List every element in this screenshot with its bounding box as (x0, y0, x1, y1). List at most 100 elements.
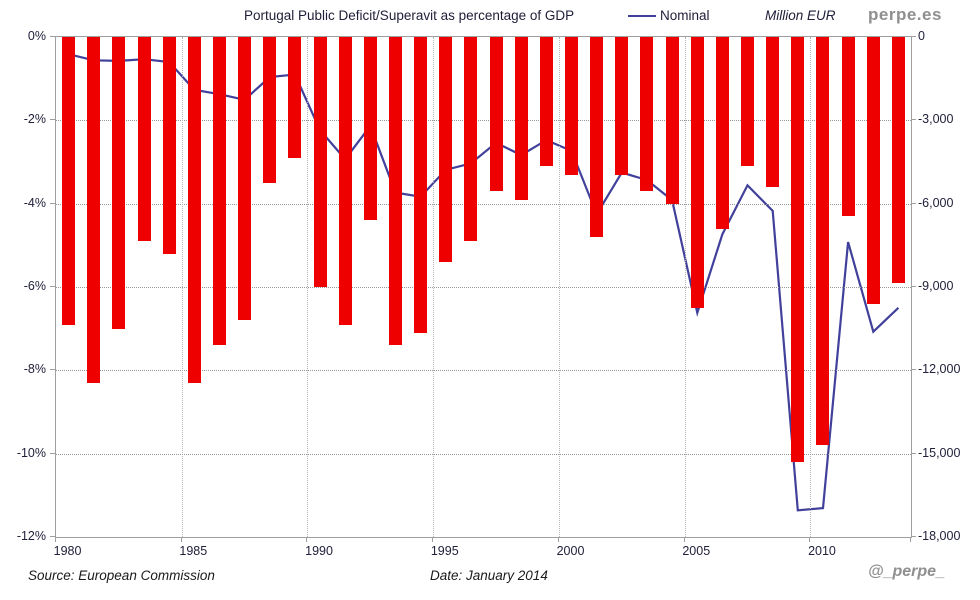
y-left-tick-label: 0% (27, 29, 46, 43)
x-tickmark (557, 537, 559, 542)
bar-2010 (816, 37, 830, 446)
y-right-tickmark (911, 36, 916, 37)
h-gridline (56, 287, 911, 288)
bar-1998 (514, 37, 528, 200)
bar-2000 (565, 37, 578, 175)
bar-2009 (791, 37, 805, 462)
y-left-tick-label: -2% (23, 112, 46, 127)
y-left-tick-label: -8% (23, 362, 46, 377)
v-gridline-1990 (307, 37, 309, 537)
y-right-tickmark (911, 536, 916, 537)
x-tickmark (809, 537, 811, 542)
y-right-tickmark (911, 202, 916, 204)
bar-2005 (690, 37, 704, 308)
bar-1985 (187, 37, 201, 383)
bar-2002 (615, 37, 629, 175)
bar-2001 (590, 37, 604, 237)
v-gridline-2000 (558, 37, 560, 537)
h-gridline (56, 203, 911, 205)
x-tick-label-1990: 1990 (305, 544, 333, 558)
bar-1993 (388, 37, 402, 346)
h-gridline (56, 453, 911, 455)
twitter-handle: @_perpe_ (868, 563, 945, 580)
bar-2011 (841, 37, 855, 217)
nominal-line (68, 53, 900, 512)
x-tick-label-2010: 2010 (808, 544, 836, 558)
brand-logo-text: perpe.es (868, 5, 942, 24)
x-tickmark (683, 537, 685, 542)
y-left-tick-label: -12% (16, 529, 46, 543)
y-right-tickmark (911, 452, 916, 454)
x-tickmark (180, 537, 182, 542)
x-tickmark (55, 537, 56, 542)
y-right-tick-label: -18,000 (918, 529, 961, 543)
bar-2013 (891, 37, 905, 283)
x-tick-label-2000: 2000 (556, 544, 585, 558)
legend-label: Nominal (660, 8, 710, 23)
v-gridline-1985 (181, 37, 183, 537)
bar-2008 (766, 37, 780, 187)
y-right-tick-label: -3,000 (918, 112, 954, 127)
bar-1992 (363, 37, 377, 221)
legend: Nominal (628, 8, 710, 23)
x-tick-label-1995: 1995 (430, 544, 459, 558)
y-left-tickmark (50, 202, 55, 204)
bar-2003 (640, 37, 654, 192)
v-gridline-2005 (684, 37, 686, 537)
x-tick-label-1980: 1980 (53, 544, 82, 558)
bar-1997 (489, 37, 503, 192)
x-tick-label-1985: 1985 (179, 544, 208, 558)
bar-1984 (162, 37, 176, 254)
plot-area (55, 36, 912, 538)
bar-1980 (62, 37, 76, 325)
y-left-tick-label: -6% (23, 279, 46, 293)
x-tickmark (306, 537, 308, 542)
bar-1994 (414, 37, 428, 333)
y-left-tickmark (50, 119, 55, 121)
v-gridline-2010 (810, 37, 812, 537)
y-right-tickmark (911, 369, 916, 371)
date-note: Date: January 2014 (430, 568, 548, 583)
bar-2007 (741, 37, 755, 167)
legend-line-icon (628, 14, 656, 17)
y-right-tick-label: -6,000 (918, 195, 954, 210)
y-right-tick-label: -15,000 (918, 445, 961, 460)
h-gridline (56, 120, 911, 122)
bar-2004 (665, 37, 679, 204)
y-left-tickmark (50, 369, 55, 371)
bar-2006 (715, 37, 729, 229)
bar-1987 (238, 37, 252, 321)
y-left-tick-label: -10% (16, 445, 46, 460)
bar-1999 (539, 37, 553, 167)
x-tick-label-2005: 2005 (682, 544, 711, 558)
x-tickmark (432, 537, 434, 542)
y-right-tickmark (911, 119, 916, 121)
bar-1988 (263, 37, 277, 183)
y-right-tick-label: 0 (918, 29, 925, 43)
y-left-tickmark (50, 36, 55, 37)
bar-1990 (313, 37, 327, 287)
y-right-tickmark (911, 286, 916, 287)
y-left-tickmark (50, 452, 55, 454)
v-gridline-1995 (433, 37, 435, 537)
bar-1981 (87, 37, 101, 383)
h-gridline (56, 370, 911, 372)
source-note: Source: European Commission (28, 568, 215, 583)
bar-1986 (212, 37, 226, 346)
bar-1995 (439, 37, 453, 262)
nominal-line-series (68, 53, 900, 512)
y-right-tick-label: -12,000 (918, 362, 961, 377)
y-left-tickmark (50, 286, 55, 287)
chart-title: Portugal Public Deficit/Superavit as per… (244, 8, 575, 23)
right-axis-units-label: Million EUR (765, 8, 836, 23)
y-right-tick-label: -9,000 (918, 279, 954, 293)
bar-1996 (464, 37, 478, 242)
bar-2012 (866, 37, 880, 304)
x-tickmark (910, 537, 911, 542)
bar-1982 (112, 37, 126, 329)
bar-1983 (137, 37, 151, 242)
y-left-tick-label: -4% (23, 195, 46, 210)
y-left-tickmark (50, 536, 55, 537)
bar-1991 (338, 37, 352, 325)
